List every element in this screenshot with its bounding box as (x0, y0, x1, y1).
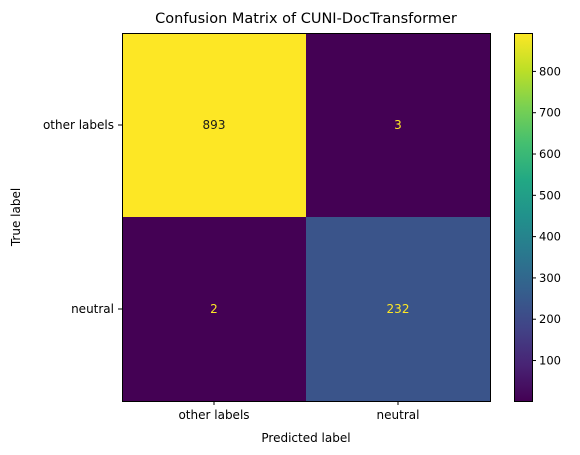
chart-title: Confusion Matrix of CUNI-DocTransformer (155, 11, 457, 27)
x-tick-label: neutral (377, 408, 420, 422)
colorbar-tick-label: 400 (539, 230, 561, 244)
cell-value-label: 893 (203, 118, 226, 132)
cell-value-label: 3 (394, 118, 402, 132)
colorbar-tick-label: 800 (539, 64, 561, 78)
matrix-cell-r1-c0 (122, 217, 306, 401)
x-tick-label: other labels (178, 408, 249, 422)
y-axis-label: True label (9, 188, 23, 247)
colorbar-frame (514, 33, 533, 402)
colorbar-ticks: 100 200 300 400 500 600 700 800 (532, 64, 561, 368)
colorbar-tick-label: 100 (539, 354, 561, 368)
plot-frame (122, 33, 491, 402)
colorbar-tick-label: 700 (539, 106, 561, 120)
colorbar (514, 33, 532, 401)
colorbar-tick-label: 300 (539, 271, 561, 285)
matrix-cell-r0-c0 (122, 33, 306, 217)
matrix-axes: other labels neutral other labels neutral (43, 118, 420, 422)
cell-value-label: 2 (210, 302, 218, 316)
colorbar-tick-label: 200 (539, 312, 561, 326)
matrix-cells: 893 3 2 232 (122, 33, 490, 401)
y-tick-label: other labels (43, 118, 114, 132)
cell-value-label: 232 (387, 302, 410, 316)
colorbar-tick-label: 600 (539, 147, 561, 161)
colorbar-tick-label: 500 (539, 188, 561, 202)
matrix-cell-r1-c1 (306, 217, 490, 401)
matrix-cell-r0-c1 (306, 33, 490, 217)
y-tick-label: neutral (71, 302, 114, 316)
x-axis-label: Predicted label (261, 431, 350, 445)
